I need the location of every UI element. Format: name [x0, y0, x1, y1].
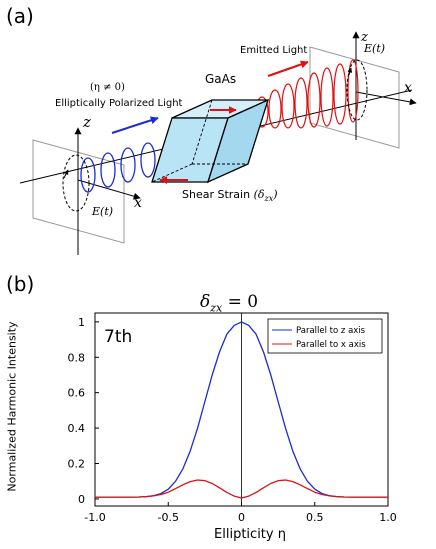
y-tick-label: 0.6: [68, 387, 86, 400]
input-field-ellipse: [62, 154, 90, 212]
legend-label-x: Parallel to x axis: [296, 340, 366, 350]
left-z-label: z: [83, 113, 91, 131]
x-tick-label: -1.0: [84, 511, 105, 524]
material-label: GaAs: [205, 72, 237, 86]
panel-a-label: (a): [6, 4, 34, 28]
emitted-light-label: Emitted Light: [240, 45, 308, 56]
shear-strain-label: Shear Strain (δzx): [182, 188, 278, 203]
shear-strain-symbol: (δzx): [253, 188, 278, 204]
x-tick-label: 1.0: [379, 511, 397, 524]
output-helix: [255, 59, 359, 129]
right-screen: [309, 46, 400, 149]
output-direction-arrow: [267, 60, 309, 77]
right-x-axis: [355, 91, 417, 106]
gaas-crystal: [151, 98, 270, 184]
x-tick-label: 0.5: [306, 511, 324, 524]
legend: Parallel to z axis Parallel to x axis: [267, 318, 383, 354]
left-x-axis: [77, 179, 141, 200]
output-field-ellipse: [346, 59, 368, 121]
diagram-svg: [19, 31, 417, 255]
input-light-label: Elliptically Polarized Light: [55, 98, 183, 109]
y-tick-label: 1: [78, 316, 85, 329]
chart-title: δzx = 0: [200, 292, 259, 315]
legend-box: [267, 318, 383, 354]
y-tick-label: 0.8: [68, 351, 86, 364]
legend-label-z: Parallel to z axis: [296, 326, 366, 336]
annotation-7th: 7th: [104, 327, 132, 347]
left-x-label: x: [134, 195, 142, 211]
right-x-label: x: [404, 80, 412, 96]
panel-b-label: (b): [6, 272, 35, 296]
right-z-label: z: [361, 30, 368, 45]
series-line-parallel-x: [95, 479, 388, 499]
input-direction-arrow: [111, 116, 159, 134]
x-tick-label: 0: [238, 511, 245, 524]
right-field-label: E(t): [364, 42, 386, 55]
shear-strain-text: Shear Strain: [182, 188, 251, 201]
eta-condition-label: (η ≠ 0): [90, 82, 125, 93]
y-tick-label: 0: [78, 493, 85, 506]
y-tick-label: 0.2: [68, 458, 86, 471]
output-field-arrow: [347, 67, 353, 76]
left-field-label: E(t): [92, 205, 114, 218]
y-tick-label: 0.4: [68, 422, 86, 435]
left-screen: [32, 139, 125, 244]
x-tick-label: -0.5: [158, 511, 179, 524]
input-field-arrow: [63, 169, 69, 179]
chart-svg: -1.0 -0.5 0 0.5 1.0 0 0.2 0.4 0.6 0.8 1 7th Parall…: [68, 312, 397, 524]
x-axis-label: Ellipticity η: [214, 527, 286, 542]
